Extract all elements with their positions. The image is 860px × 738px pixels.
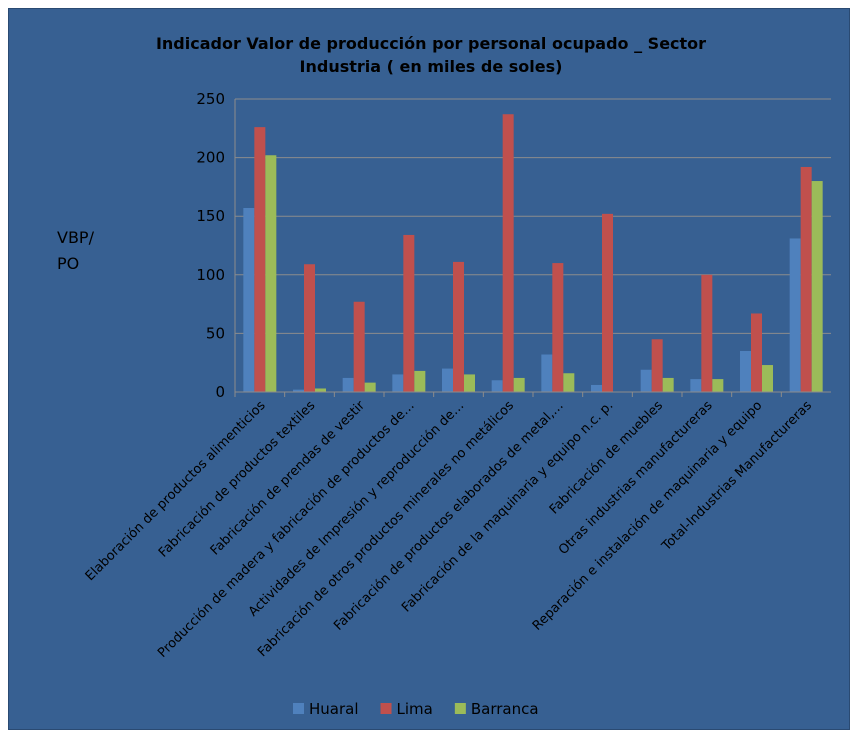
bar-lima: [304, 264, 315, 392]
bar-lima: [254, 127, 266, 393]
bar-lima: [403, 234, 415, 392]
bar-barranca: [315, 388, 326, 392]
bar-lima: [651, 339, 663, 392]
bar-lima: [353, 301, 365, 392]
y-tick-label: 100: [196, 266, 225, 284]
bar-lima: [751, 313, 762, 392]
y-tick-label: 200: [196, 149, 225, 167]
bar-barranca: [513, 377, 525, 392]
bar-barranca: [265, 155, 277, 392]
bar-huaral: [342, 377, 354, 392]
legend-label-huaral: Huaral: [309, 700, 359, 718]
bar-lima: [701, 274, 713, 392]
bar-lima: [552, 263, 564, 392]
bars-layer: [243, 114, 823, 393]
legend-swatch-barranca: [454, 703, 466, 714]
bar-huaral: [491, 380, 503, 392]
bar-huaral: [243, 207, 255, 392]
bar-barranca: [563, 373, 575, 392]
bar-barranca: [364, 382, 376, 392]
y-tick-label: 0: [215, 383, 225, 401]
bar-huaral: [591, 384, 602, 392]
y-tick-label: 150: [196, 207, 225, 225]
legend-swatch-lima: [380, 703, 392, 714]
bar-barranca: [464, 374, 475, 392]
y-axis-label-line-2: PO: [57, 254, 79, 273]
bar-barranca: [662, 377, 674, 392]
bar-huaral: [740, 350, 751, 392]
y-tick-label: 50: [206, 324, 225, 342]
bar-chart: Indicador Valor de producción por person…: [57, 34, 831, 718]
legend-label-barranca: Barranca: [471, 700, 539, 718]
bar-lima: [453, 261, 464, 392]
bar-huaral: [293, 389, 304, 392]
bar-lima: [602, 213, 613, 392]
y-axis-label-line-1: VBP/: [57, 228, 95, 247]
y-tick-label: 250: [196, 90, 225, 108]
bar-barranca: [414, 370, 426, 392]
bar-huaral: [789, 238, 801, 392]
legend-label-lima: Lima: [397, 700, 433, 718]
bar-huaral: [442, 368, 453, 392]
bar-barranca: [762, 365, 773, 392]
chart-frame: Indicador Valor de producción por person…: [8, 8, 850, 730]
bar-huaral: [640, 369, 652, 392]
x-category-label: Elaboración de productos alimenticios: [83, 398, 269, 584]
x-category-label: Reparación e instalación de maquinaria y…: [530, 398, 766, 634]
chart-title-line-1: Indicador Valor de producción por person…: [156, 34, 706, 53]
bar-lima: [800, 166, 812, 392]
bar-huaral: [690, 379, 702, 392]
legend: Huaral Lima Barranca: [293, 700, 539, 718]
bar-barranca: [712, 379, 724, 392]
bar-huaral: [392, 374, 404, 392]
bar-huaral: [541, 354, 553, 392]
x-category-label: Fabricación de productos elaborados de m…: [331, 398, 566, 633]
legend-swatch-huaral: [293, 703, 304, 714]
grid-layer: [235, 98, 831, 393]
bar-barranca: [811, 181, 823, 392]
chart-title-line-2: Industria ( en miles de soles): [300, 57, 563, 76]
bar-lima: [502, 114, 514, 393]
